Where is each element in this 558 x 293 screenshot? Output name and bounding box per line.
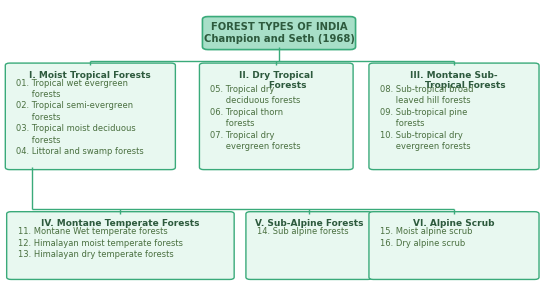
FancyBboxPatch shape	[246, 212, 372, 280]
Text: 08. Sub-tropical broad
      leaved hill forests
09. Sub-tropical pine
      for: 08. Sub-tropical broad leaved hill fores…	[380, 85, 473, 151]
Text: 11. Montane Wet temperate forests
12. Himalayan moist temperate forests
13. Hima: 11. Montane Wet temperate forests 12. Hi…	[18, 227, 182, 259]
Text: II. Dry Tropical
       Forests: II. Dry Tropical Forests	[239, 71, 314, 90]
Text: 01. Tropical wet evergreen
      forests
02. Tropical semi-evergreen
      fores: 01. Tropical wet evergreen forests 02. T…	[16, 79, 144, 156]
Text: 14. Sub alpine forests: 14. Sub alpine forests	[257, 227, 349, 236]
FancyBboxPatch shape	[6, 63, 175, 170]
Text: I. Moist Tropical Forests: I. Moist Tropical Forests	[30, 71, 151, 80]
FancyBboxPatch shape	[203, 17, 355, 50]
Text: IV. Montane Temperate Forests: IV. Montane Temperate Forests	[41, 219, 200, 228]
FancyBboxPatch shape	[199, 63, 353, 170]
Text: 15. Moist alpine scrub
16. Dry alpine scrub: 15. Moist alpine scrub 16. Dry alpine sc…	[380, 227, 473, 248]
Text: 05. Tropical dry
      deciduous forests
06. Tropical thorn
      forests
07. Tr: 05. Tropical dry deciduous forests 06. T…	[210, 85, 301, 151]
Text: V. Sub-Alpine Forests: V. Sub-Alpine Forests	[255, 219, 363, 228]
Text: VI. Alpine Scrub: VI. Alpine Scrub	[413, 219, 495, 228]
FancyBboxPatch shape	[7, 212, 234, 280]
FancyBboxPatch shape	[369, 63, 539, 170]
Text: III. Montane Sub-
       Tropical Forests: III. Montane Sub- Tropical Forests	[403, 71, 506, 90]
FancyBboxPatch shape	[369, 212, 539, 280]
Text: FOREST TYPES OF INDIA
Champion and Seth (1968): FOREST TYPES OF INDIA Champion and Seth …	[204, 22, 354, 44]
